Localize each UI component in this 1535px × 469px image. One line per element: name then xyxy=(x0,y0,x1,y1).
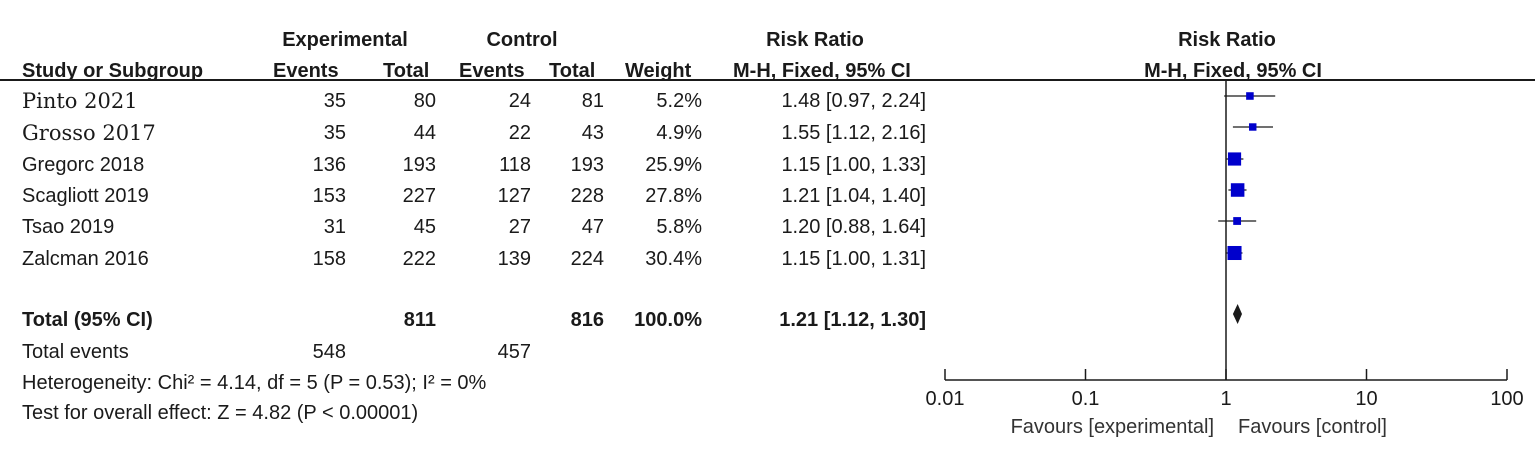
study-exp-total: 193 xyxy=(402,154,436,176)
favours-right: Favours [control] xyxy=(1238,416,1387,438)
total-rr: 1.21 [1.12, 1.30] xyxy=(779,309,926,331)
study-rr-text: 1.15 [1.00, 1.33] xyxy=(781,154,926,176)
x-tick-label: 0.01 xyxy=(926,388,965,410)
total-diamond xyxy=(1232,304,1243,324)
study-weight: 5.8% xyxy=(656,216,702,238)
header-ctl-total: Total xyxy=(549,60,596,82)
study-ctl-total: 43 xyxy=(581,122,604,144)
header-plot-method: M-H, Fixed, 95% CI xyxy=(1144,60,1322,82)
study-weight: 5.2% xyxy=(656,90,702,112)
total-weight: 100.0% xyxy=(634,309,702,331)
heterogeneity-text: Heterogeneity: Chi² = 4.14, df = 5 (P = … xyxy=(22,372,487,394)
study-ctl-total: 193 xyxy=(570,154,604,176)
study-ctl-events: 118 xyxy=(499,154,531,176)
study-square xyxy=(1233,217,1242,225)
study-rr-text: 1.20 [0.88, 1.64] xyxy=(781,216,926,238)
total-events-label: Total events xyxy=(22,341,129,363)
total-events-ctl: 457 xyxy=(497,341,531,363)
study-weight: 4.9% xyxy=(656,122,702,144)
header-ctl-events: Events xyxy=(459,60,525,82)
study-rr-text: 1.55 [1.12, 2.16] xyxy=(781,122,926,144)
header-study: Study or Subgroup xyxy=(22,60,204,82)
header-exp-total: Total xyxy=(383,60,430,82)
study-square xyxy=(1227,152,1242,166)
total-ctl-total: 816 xyxy=(570,309,604,331)
study-ctl-events: 24 xyxy=(508,90,531,112)
x-tick-label: 1 xyxy=(1220,388,1231,410)
study-rr-text: 1.15 [1.00, 1.31] xyxy=(781,248,926,270)
study-ctl-events: 139 xyxy=(497,248,531,270)
study-ctl-total: 47 xyxy=(581,216,604,238)
study-ctl-total: 224 xyxy=(570,248,604,270)
study-name: Gregorc 2018 xyxy=(22,154,145,176)
header-rule xyxy=(0,79,1535,81)
study-rr-text: 1.21 [1.04, 1.40] xyxy=(781,185,926,207)
header-rr-method: M-H, Fixed, 95% CI xyxy=(733,60,911,82)
study-square xyxy=(1246,92,1254,100)
total-exp-total: 811 xyxy=(403,309,436,331)
study-exp-total: 44 xyxy=(413,122,436,144)
total-label: Total (95% CI) xyxy=(22,309,153,331)
study-weight: 30.4% xyxy=(645,248,702,270)
study-exp-total: 222 xyxy=(402,248,436,270)
study-exp-events: 158 xyxy=(312,248,346,270)
study-ctl-events: 22 xyxy=(508,122,531,144)
x-tick-label: 0.1 xyxy=(1072,388,1100,410)
study-name: Tsao 2019 xyxy=(22,216,115,238)
x-tick-label: 100 xyxy=(1490,388,1523,410)
study-name: Scagliott 2019 xyxy=(22,185,149,207)
header-risk-ratio: Risk Ratio xyxy=(766,29,864,51)
header-exp-events: Events xyxy=(273,60,339,82)
study-weight: 25.9% xyxy=(645,154,702,176)
study-weight: 27.8% xyxy=(645,185,702,207)
total-events-exp: 548 xyxy=(312,341,346,363)
overall-effect-text: Test for overall effect: Z = 4.82 (P < 0… xyxy=(22,402,419,424)
study-exp-total: 80 xyxy=(413,90,436,112)
header-weight: Weight xyxy=(625,60,692,82)
header-plot-risk-ratio: Risk Ratio xyxy=(1178,29,1276,51)
study-ctl-events: 27 xyxy=(508,216,531,238)
study-ctl-events: 127 xyxy=(497,185,531,207)
study-exp-events: 35 xyxy=(323,122,346,144)
study-square xyxy=(1249,123,1257,131)
study-exp-total: 227 xyxy=(402,185,436,207)
study-exp-events: 153 xyxy=(312,185,346,207)
study-name: Grosso 2017 xyxy=(22,121,156,145)
study-ctl-total: 81 xyxy=(581,90,604,112)
study-exp-events: 136 xyxy=(312,154,346,176)
header-experimental: Experimental xyxy=(282,29,408,51)
study-exp-total: 45 xyxy=(413,216,436,238)
header-control: Control xyxy=(486,29,558,51)
x-tick-label: 10 xyxy=(1355,388,1377,410)
study-name: Zalcman 2016 xyxy=(22,248,149,270)
study-exp-events: 35 xyxy=(323,90,346,112)
study-name: Pinto 2021 xyxy=(22,89,138,113)
favours-left: Favours [experimental] xyxy=(1011,416,1214,438)
study-rr-text: 1.48 [0.97, 2.24] xyxy=(781,90,926,112)
study-square xyxy=(1230,183,1245,197)
study-exp-events: 31 xyxy=(323,216,346,238)
study-ctl-total: 228 xyxy=(570,185,604,207)
study-square xyxy=(1227,245,1242,261)
